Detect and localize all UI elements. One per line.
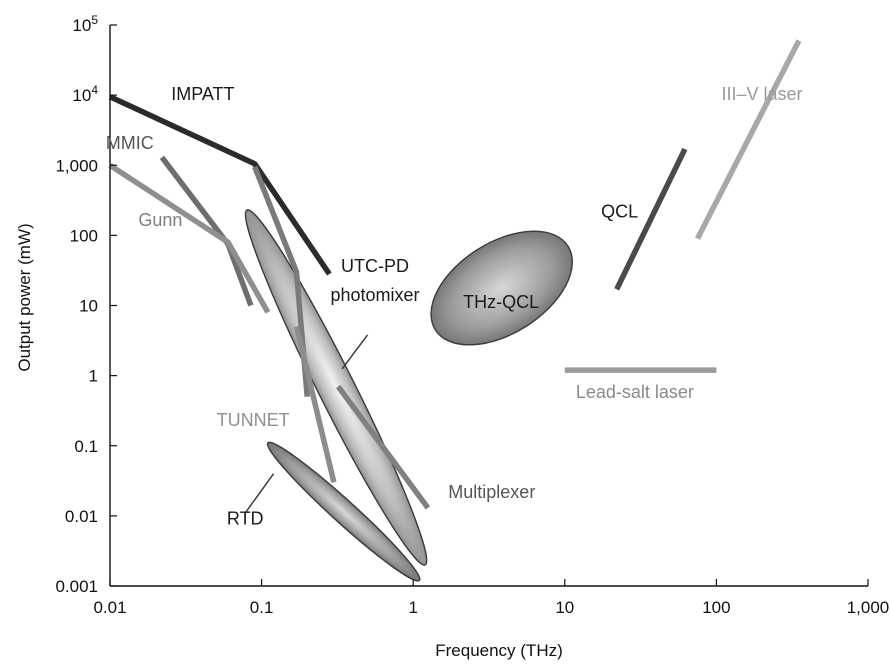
y-tick-label: 0.001 — [55, 577, 98, 596]
label-thz-qcl: THz-QCL — [463, 292, 539, 312]
y-tick-label: 10 — [79, 297, 98, 316]
series-iii-v-laser-line — [695, 39, 802, 240]
label-impatt: IMPATT — [171, 84, 234, 104]
x-tick-label: 100 — [702, 598, 730, 617]
x-axis-title: Frequency (THz) — [435, 641, 563, 660]
label-multiplexer: Multiplexer — [448, 482, 535, 502]
series-qcl-line — [614, 147, 688, 291]
axes: 0.01 0.1 1 10 100 1,000 0.001 0.01 0.1 1 10 100 1,00… — [15, 13, 889, 660]
y-tick-label: 104 — [72, 83, 98, 105]
label-lead-salt-laser: Lead-salt laser — [576, 382, 694, 402]
y-tick-label: 0.01 — [65, 507, 98, 526]
y-tick-label: 1 — [89, 367, 98, 386]
y-tick-exponent: 5 — [91, 13, 98, 27]
label-iii-v-laser: III–V laser — [722, 84, 803, 104]
y-tick-exponent: 4 — [91, 83, 98, 97]
series-thz-qcl-ellipse — [430, 230, 574, 346]
label-gunn: Gunn — [138, 210, 182, 230]
y-tick-label: 105 — [72, 13, 98, 35]
y-axis-title: Output power (mW) — [15, 223, 34, 371]
y-tick-label: 1,000 — [55, 156, 98, 175]
x-tick-label: 0.01 — [93, 598, 126, 617]
annotation-leader-line — [244, 473, 275, 514]
label-tunnet: TUNNET — [217, 410, 290, 430]
label-rtd: RTD — [227, 509, 264, 529]
x-tick-label: 0.1 — [250, 598, 274, 617]
series-gunn-line — [108, 162, 271, 314]
series-impatt-line — [108, 94, 332, 276]
x-tick-label: 1 — [408, 598, 417, 617]
labels: IMPATT MMIC Gunn UTC-PD photomixer THz-QCL QCL… — [106, 84, 803, 529]
annotation-leader-line — [341, 334, 369, 370]
label-utc-pd: UTC-PD — [341, 256, 409, 276]
series-rtd-ellipse — [266, 441, 421, 582]
x-tick-label: 1,000 — [847, 598, 890, 617]
label-photomixer: photomixer — [331, 285, 420, 305]
label-mmic: MMIC — [106, 133, 154, 153]
y-tick-label: 0.1 — [74, 437, 98, 456]
series-multiplexer-line — [335, 384, 431, 510]
series-utc-pd-photomixer-ellipse — [244, 209, 428, 566]
plot-area — [108, 39, 802, 582]
y-tick-label: 100 — [70, 226, 98, 245]
label-qcl: QCL — [601, 201, 638, 221]
x-tick-label: 10 — [555, 598, 574, 617]
series-tunnet-line — [293, 325, 337, 484]
